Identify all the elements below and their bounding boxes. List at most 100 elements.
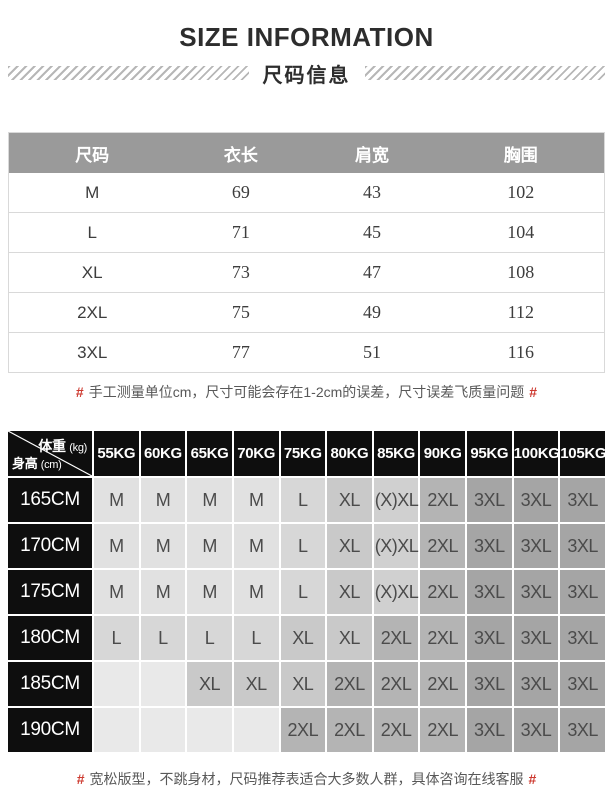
- fit-size-cell: 3XL: [560, 570, 605, 614]
- hatch-left-decoration: [8, 66, 249, 80]
- fit-size-cell: L: [187, 616, 232, 660]
- fit-size-cell: XL: [327, 524, 372, 568]
- weight-header-cell: 55KG: [94, 431, 139, 476]
- hatch-right-decoration: [364, 66, 605, 80]
- subtitle-row: 尺码信息: [8, 60, 605, 87]
- fit-size-cell: 3XL: [467, 616, 512, 660]
- fit-size-cell: [94, 708, 139, 752]
- fit-size-cell: XL: [327, 616, 372, 660]
- size-col-header: 尺码: [8, 132, 176, 173]
- size-table-row: 2XL 75 49 112: [8, 292, 605, 333]
- weight-header-cell: 70KG: [233, 431, 279, 476]
- weight-header-cell: 90KG: [420, 431, 465, 476]
- measurement-cell: 45: [306, 212, 438, 253]
- fit-size-cell: (X)XL: [373, 524, 419, 568]
- size-table-row: M 69 43 102: [8, 173, 605, 213]
- size-label-cell: XL: [8, 252, 176, 293]
- fit-size-cell: 3XL: [560, 524, 605, 568]
- height-header-cell: 170CM: [8, 524, 92, 568]
- fit-size-cell: XL: [327, 478, 372, 522]
- measurement-cell: 71: [175, 212, 307, 253]
- fit-size-cell: 3XL: [467, 708, 512, 752]
- fit-table-header-row: 体重 (kg) 身高 (cm) 55KG 60KG 65KG 70KG 75KG 80KG…: [8, 431, 607, 476]
- fit-table-row: 185CM XL XL XL 2XL 2XL 2XL 3XL 3XL 3XL: [8, 662, 605, 706]
- height-header-cell: 185CM: [8, 662, 92, 706]
- fit-size-cell: M: [140, 524, 186, 568]
- fit-size-cell: 2XL: [373, 662, 419, 706]
- fit-size-cell: 2XL: [420, 616, 465, 660]
- page-subtitle: 尺码信息: [262, 64, 351, 87]
- fit-size-cell: [233, 708, 279, 752]
- fit-size-cell: 2XL: [420, 478, 465, 522]
- measurement-cell: 49: [306, 292, 438, 333]
- fit-note-text: 宽松版型，不跳身材，尺码推荐表适合大多数人群，具体咨询在线客服: [89, 771, 524, 787]
- hash-mark: #: [528, 771, 537, 787]
- size-label-cell: 3XL: [8, 332, 176, 373]
- measurement-cell: 69: [175, 173, 307, 213]
- fit-size-cell: M: [233, 478, 279, 522]
- measurement-note-text: 手工测量单位cm，尺寸可能会存在1-2cm的误差，尺寸误差飞质量问题: [88, 384, 525, 400]
- fit-size-cell: 2XL: [373, 616, 419, 660]
- height-header-cell: 175CM: [8, 570, 92, 614]
- size-col-header: 衣长: [175, 132, 307, 173]
- fit-size-cell: 2XL: [327, 662, 372, 706]
- hash-mark: #: [75, 384, 84, 400]
- fit-size-cell: 3XL: [560, 616, 605, 660]
- fit-size-cell: M: [94, 478, 139, 522]
- measurement-cell: 51: [306, 332, 438, 373]
- size-table-header-row: 尺码 衣长 肩宽 胸围: [8, 132, 605, 173]
- measurement-cell: 43: [306, 173, 438, 213]
- fit-size-cell: XL: [327, 570, 372, 614]
- fit-size-cell: 3XL: [467, 478, 512, 522]
- fit-size-cell: M: [140, 478, 186, 522]
- fit-size-cell: 3XL: [513, 524, 559, 568]
- size-table-row: L 71 45 104: [8, 212, 605, 253]
- fit-size-cell: XL: [280, 662, 326, 706]
- measurement-cell: 47: [306, 252, 438, 293]
- size-col-header: 胸围: [437, 132, 605, 173]
- fit-size-cell: M: [140, 570, 186, 614]
- fit-size-cell: (X)XL: [373, 570, 419, 614]
- fit-size-cell: XL: [187, 662, 232, 706]
- fit-table-row: 190CM 2XL 2XL 2XL 2XL 3XL 3XL 3XL: [8, 708, 605, 752]
- fit-size-cell: 3XL: [467, 662, 512, 706]
- fit-size-cell: L: [280, 524, 326, 568]
- measurement-cell: 116: [437, 332, 605, 373]
- fit-size-cell: L: [280, 478, 326, 522]
- fit-size-cell: [140, 708, 186, 752]
- fit-size-cell: M: [233, 570, 279, 614]
- fit-table-row: 165CM M M M M L XL (X)XL 2XL 3XL 3XL 3XL: [8, 478, 605, 522]
- fit-size-cell: M: [187, 524, 232, 568]
- corner-height-label: 身高 (cm): [12, 456, 62, 471]
- weight-header-cell: 95KG: [467, 431, 512, 476]
- measurement-cell: 112: [437, 292, 605, 333]
- diagonal-divider-line: [8, 431, 92, 476]
- fit-size-cell: L: [140, 616, 186, 660]
- measurement-cell: 73: [175, 252, 307, 293]
- corner-weight-label: 体重 (kg): [38, 438, 87, 454]
- measurement-cell: 104: [437, 212, 605, 253]
- fit-size-cell: 3XL: [513, 478, 559, 522]
- size-label-cell: 2XL: [8, 292, 176, 333]
- fit-size-cell: M: [187, 478, 232, 522]
- fit-size-cell: 3XL: [467, 524, 512, 568]
- fit-table-row: 175CM M M M M L XL (X)XL 2XL 3XL 3XL 3XL: [8, 570, 605, 614]
- page-title: SIZE INFORMATION: [179, 22, 434, 52]
- hash-mark: #: [529, 384, 538, 400]
- measurement-cell: 75: [175, 292, 307, 333]
- fit-size-cell: 3XL: [560, 478, 605, 522]
- fit-note: # 宽松版型，不跳身材，尺码推荐表适合大多数人群，具体咨询在线客服 #: [8, 769, 605, 789]
- fit-size-cell: [187, 708, 232, 752]
- fit-size-cell: XL: [280, 616, 326, 660]
- size-col-header: 肩宽: [306, 132, 438, 173]
- fit-size-cell: 2XL: [280, 708, 326, 752]
- measurement-cell: 108: [437, 252, 605, 293]
- fit-size-cell: 2XL: [420, 570, 465, 614]
- weight-header-cell: 75KG: [280, 431, 326, 476]
- fit-size-cell: [94, 662, 139, 706]
- weight-header-cell: 60KG: [140, 431, 186, 476]
- fit-size-cell: 3XL: [513, 570, 559, 614]
- fit-size-cell: 3XL: [467, 570, 512, 614]
- fit-size-cell: (X)XL: [373, 478, 419, 522]
